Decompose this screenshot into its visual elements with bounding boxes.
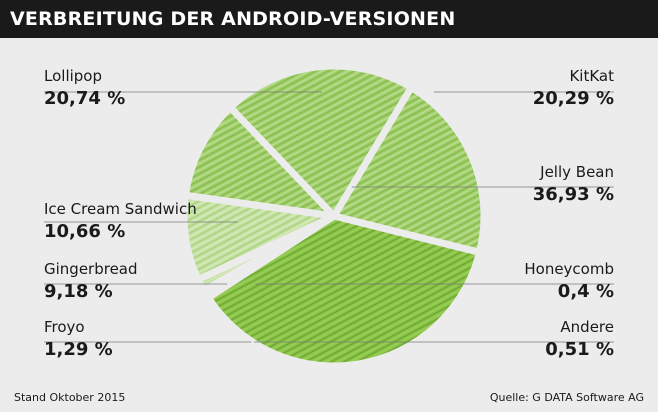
slice-name-jelly-bean: Jelly Bean [540, 163, 614, 181]
footer-date: Stand Oktober 2015 [14, 391, 126, 404]
label-jelly-bean: Jelly Bean 36,93 % [533, 163, 614, 206]
slice-name-froyo: Froyo [44, 318, 85, 336]
pie-chart [44, 62, 614, 368]
slice-name-ice-cream-sandwich: Ice Cream Sandwich [44, 200, 197, 218]
label-gingerbread: Gingerbread 9,18 % [44, 260, 138, 303]
slice-value-froyo: 1,29 % [44, 339, 113, 360]
label-kitkat: KitKat 20,29 % [533, 67, 614, 110]
slice-name-gingerbread: Gingerbread [44, 260, 138, 278]
slice-name-kitkat: KitKat [569, 67, 614, 85]
label-ice-cream-sandwich: Ice Cream Sandwich 10,66 % [44, 200, 197, 243]
label-froyo: Froyo 1,29 % [44, 318, 113, 361]
slice-value-gingerbread: 9,18 % [44, 281, 113, 302]
pie-slice-jelly-bean [204, 212, 484, 368]
slice-value-honeycomb: 0,4 % [557, 281, 614, 302]
footer-source: Quelle: G DATA Software AG [489, 391, 644, 404]
slice-value-ice-cream-sandwich: 10,66 % [44, 221, 126, 242]
chart-title: VERBREITUNG DER ANDROID-VERSIONEN [10, 8, 456, 30]
slice-name-lollipop: Lollipop [44, 67, 102, 85]
slice-name-honeycomb: Honeycomb [524, 260, 614, 278]
slice-value-jelly-bean: 36,93 % [532, 184, 614, 205]
slice-value-kitkat: 20,29 % [532, 88, 614, 109]
slice-value-andere: 0,51 % [545, 339, 614, 360]
slice-name-andere: Andere [560, 318, 614, 336]
pie-slice-kitkat [330, 83, 488, 256]
label-honeycomb: Honeycomb 0,4 % [524, 260, 614, 303]
title-bar: VERBREITUNG DER ANDROID-VERSIONEN [0, 0, 658, 38]
label-andere: Andere 0,51 % [545, 318, 614, 361]
label-lollipop: Lollipop 20,74 % [44, 67, 125, 110]
slice-value-lollipop: 20,74 % [44, 88, 126, 109]
pie-slice-lollipop [226, 62, 415, 220]
